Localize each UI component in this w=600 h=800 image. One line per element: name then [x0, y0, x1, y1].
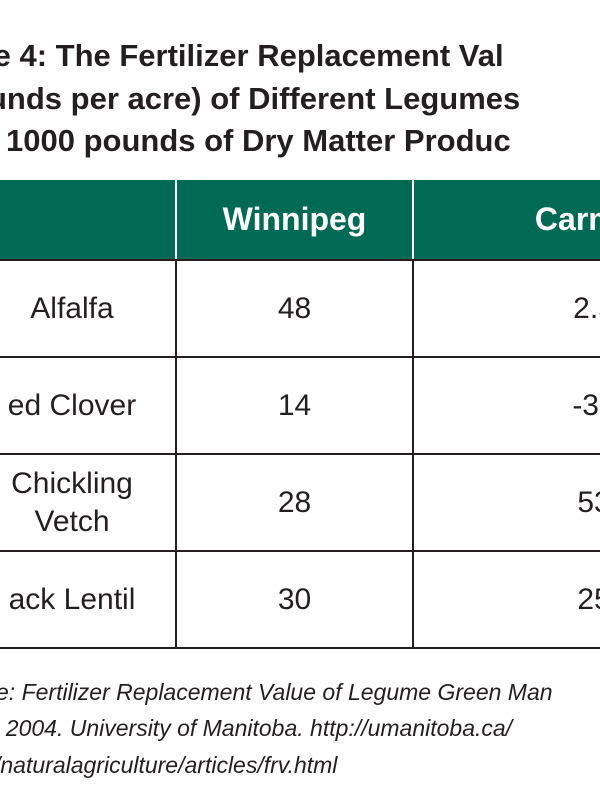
- carman-value: 2.5: [412, 259, 600, 358]
- crop-cell: ack Lentil: [0, 550, 177, 649]
- table-row: Alfalfa 48 2.5: [0, 259, 600, 358]
- table-title-line-2: unds per acre) of Different Legumes: [0, 81, 521, 116]
- winnipeg-value: 28: [175, 453, 414, 552]
- winnipeg-value: 48: [175, 259, 414, 358]
- header-carman: Carman: [412, 180, 600, 261]
- crop-cell: ed Clover: [0, 356, 177, 455]
- table-title-line-3: 1000 pounds of Dry Matter Produc: [6, 123, 511, 158]
- winnipeg-value: 14: [175, 356, 414, 455]
- table-title-line-1: le 4: The Fertilizer Replacement Val: [0, 38, 504, 73]
- source-citation-line-2: . 2004. University of Manitoba. http://u…: [0, 715, 513, 741]
- crop-cell: Alfalfa: [0, 259, 177, 358]
- table-header-row: Winnipeg Carman: [0, 180, 600, 261]
- table-row: Chickling Vetch 28 53: [0, 453, 600, 552]
- fertilizer-value-table-container: Winnipeg Carman Alfalfa 48 2.5 ed Clover…: [0, 180, 600, 650]
- carman-value: -33: [412, 356, 600, 455]
- source-citation-line-1: e: Fertilizer Replacement Value of Legum…: [0, 679, 553, 705]
- table-row: ack Lentil 30 25: [0, 550, 600, 649]
- table-row: ed Clover 14 -33: [0, 356, 600, 455]
- crop-cell-line-2: Vetch: [34, 504, 110, 538]
- header-crop: [0, 180, 176, 261]
- source-citation-line-3: /naturalagriculture/articles/frv.html: [0, 752, 338, 778]
- carman-value: 53: [412, 453, 600, 552]
- winnipeg-value: 30: [175, 550, 414, 649]
- carman-value: 25: [412, 550, 600, 649]
- crop-cell: Chickling Vetch: [0, 453, 177, 552]
- header-winnipeg: Winnipeg: [175, 180, 413, 261]
- fertilizer-value-table: Winnipeg Carman Alfalfa 48 2.5 ed Clover…: [0, 180, 600, 649]
- crop-cell-line-1: Chickling: [11, 466, 133, 500]
